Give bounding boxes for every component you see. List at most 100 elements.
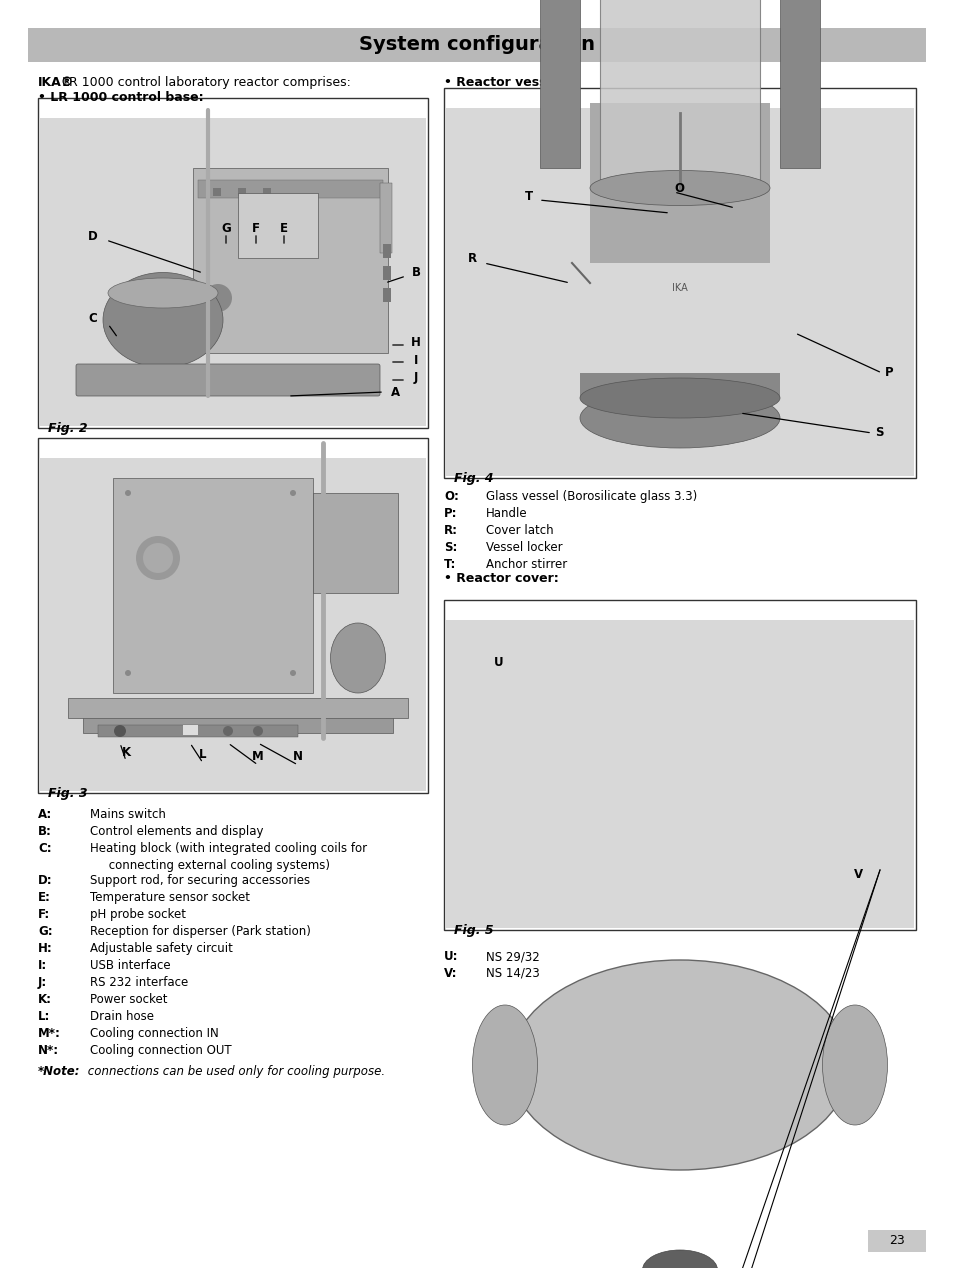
Text: Cooling connection IN: Cooling connection IN	[90, 1027, 218, 1040]
Text: • LR 1000 control base:: • LR 1000 control base:	[38, 91, 203, 104]
Text: System configuration: System configuration	[358, 36, 595, 55]
Ellipse shape	[510, 960, 849, 1170]
Text: USB interface: USB interface	[90, 959, 171, 973]
Text: NS 14/23: NS 14/23	[485, 967, 539, 980]
Text: L:: L:	[38, 1011, 51, 1023]
Text: Adjustable safety circuit: Adjustable safety circuit	[90, 942, 233, 955]
Text: C:: C:	[38, 842, 51, 855]
Text: M*:: M*:	[38, 1027, 61, 1040]
Text: V:: V:	[443, 967, 457, 980]
Text: • Reactor vessel:: • Reactor vessel:	[443, 76, 563, 89]
Text: E:: E:	[38, 891, 51, 904]
Text: J:: J:	[38, 976, 48, 989]
Text: H: H	[411, 336, 420, 350]
Circle shape	[290, 489, 295, 496]
Bar	[237, 188, 246, 197]
Text: B:: B:	[38, 825, 51, 838]
Bar	[443, 87, 915, 478]
Text: I:: I:	[38, 959, 48, 973]
Text: • Reactor cover:: • Reactor cover:	[443, 572, 558, 585]
Text: K: K	[121, 747, 131, 760]
Circle shape	[223, 727, 233, 735]
Text: O: O	[673, 181, 683, 194]
Text: N: N	[293, 751, 303, 763]
Bar	[785, 98, 813, 198]
Ellipse shape	[472, 1006, 537, 1125]
Text: Mains switch: Mains switch	[90, 808, 166, 820]
Bar	[382, 266, 391, 280]
Text: Fig. 3: Fig. 3	[48, 787, 88, 800]
Text: S: S	[874, 426, 882, 440]
Bar	[183, 725, 198, 735]
Ellipse shape	[108, 278, 218, 308]
Ellipse shape	[579, 378, 780, 418]
Text: Fig. 5: Fig. 5	[454, 924, 493, 937]
Text: Drain hose: Drain hose	[90, 1011, 153, 1023]
Bar	[539, 0, 579, 167]
Text: R: R	[467, 251, 476, 265]
Bar	[68, 697, 408, 718]
Bar	[382, 288, 391, 302]
Text: IKA®: IKA®	[38, 76, 74, 89]
Ellipse shape	[330, 623, 385, 694]
Ellipse shape	[641, 1250, 717, 1268]
Text: Cover latch: Cover latch	[485, 524, 553, 538]
Bar	[867, 1230, 925, 1252]
Text: S:: S:	[443, 541, 456, 554]
Text: RS 232 interface: RS 232 interface	[90, 976, 188, 989]
Text: P:: P:	[443, 507, 457, 520]
Bar	[98, 725, 297, 737]
Text: O:: O:	[443, 489, 458, 503]
Text: Fig. 2: Fig. 2	[48, 422, 88, 435]
Circle shape	[253, 727, 263, 735]
Text: Cooling connection OUT: Cooling connection OUT	[90, 1044, 232, 1058]
Bar	[313, 493, 397, 593]
Text: G:: G:	[38, 924, 52, 938]
Bar	[780, 0, 820, 167]
Bar	[38, 437, 428, 792]
Bar	[28, 28, 925, 62]
Circle shape	[290, 670, 295, 676]
Bar	[38, 98, 428, 429]
Text: LR 1000 control laboratory reactor comprises:: LR 1000 control laboratory reactor compr…	[58, 76, 351, 89]
Text: D: D	[88, 230, 98, 242]
Text: Anchor stirrer: Anchor stirrer	[485, 558, 567, 571]
Bar	[382, 243, 391, 257]
FancyBboxPatch shape	[76, 364, 379, 396]
Bar	[446, 620, 913, 928]
Text: F: F	[252, 222, 260, 235]
Bar	[40, 458, 426, 791]
Text: Heating block (with integrated cooling coils for: Heating block (with integrated cooling c…	[90, 842, 367, 855]
Bar	[198, 180, 382, 198]
Text: R:: R:	[443, 524, 457, 538]
Text: Vessel locker: Vessel locker	[485, 541, 562, 554]
Text: T:: T:	[443, 558, 456, 571]
Text: K:: K:	[38, 993, 52, 1006]
Text: Power socket: Power socket	[90, 993, 168, 1006]
Text: pH probe socket: pH probe socket	[90, 908, 186, 921]
Text: P: P	[883, 366, 892, 379]
Ellipse shape	[579, 388, 780, 448]
Circle shape	[113, 725, 126, 737]
Text: Glass vessel (Borosilicate glass 3.3): Glass vessel (Borosilicate glass 3.3)	[485, 489, 697, 503]
Circle shape	[204, 284, 232, 312]
Circle shape	[125, 670, 131, 676]
Bar	[193, 167, 388, 353]
Bar	[263, 188, 271, 197]
Circle shape	[125, 489, 131, 496]
Text: I: I	[414, 354, 417, 366]
Text: Reception for disperser (Park station): Reception for disperser (Park station)	[90, 924, 311, 938]
Bar	[589, 103, 769, 262]
Text: Support rod, for securing accessories: Support rod, for securing accessories	[90, 874, 310, 888]
Bar	[443, 600, 915, 929]
Circle shape	[136, 536, 180, 579]
Text: NS 29/32: NS 29/32	[485, 950, 539, 962]
Text: Temperature sensor socket: Temperature sensor socket	[90, 891, 250, 904]
Bar	[83, 702, 393, 733]
Ellipse shape	[821, 1006, 886, 1125]
Text: connecting external cooling systems): connecting external cooling systems)	[90, 858, 330, 872]
Text: G: G	[221, 222, 231, 235]
Text: E: E	[280, 222, 288, 235]
Text: 23: 23	[888, 1235, 904, 1248]
Text: *Note:: *Note:	[38, 1065, 80, 1078]
